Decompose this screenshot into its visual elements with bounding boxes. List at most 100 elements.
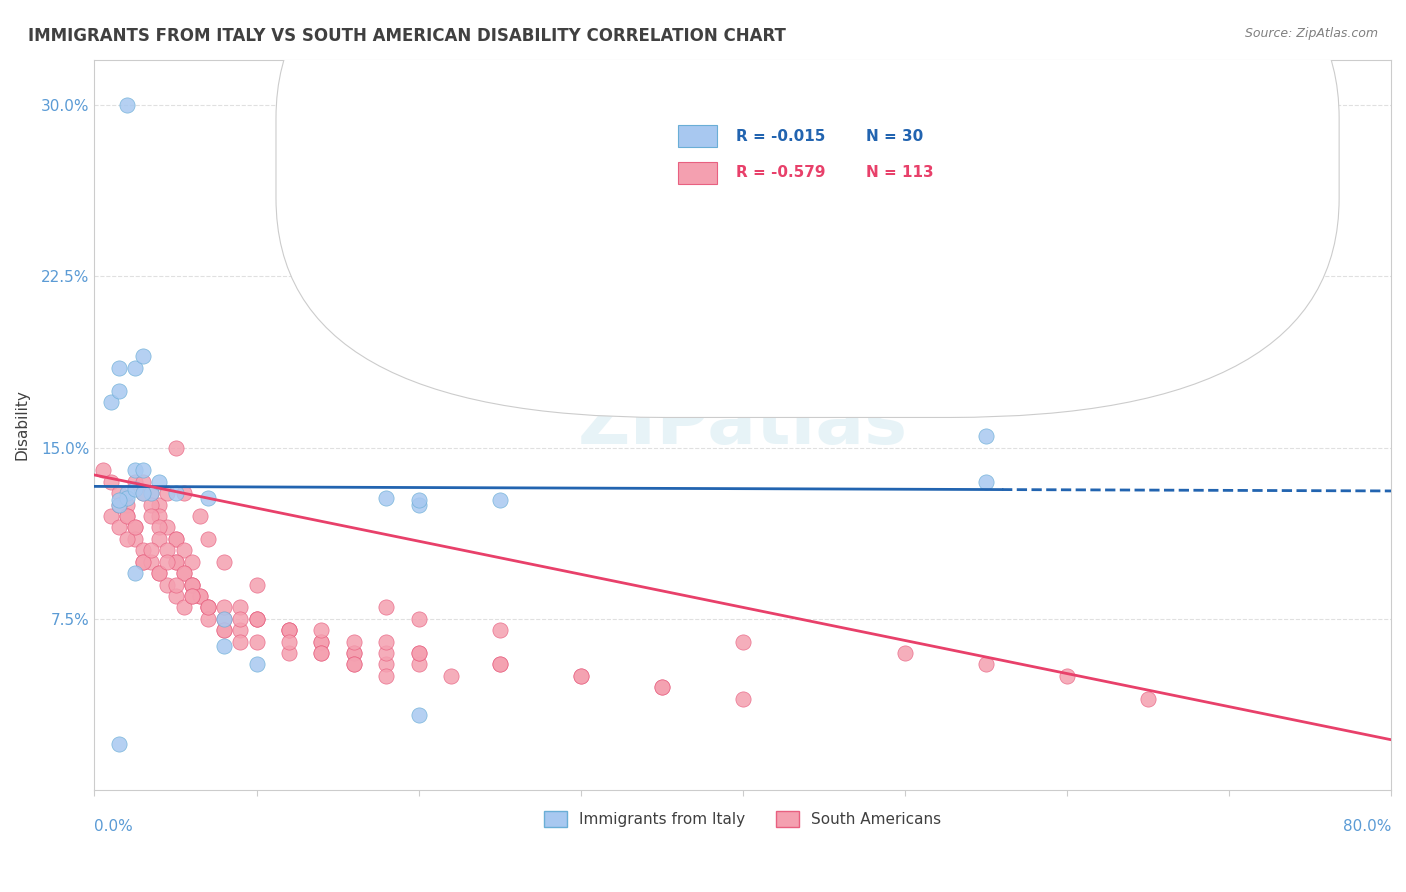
Point (124, 475, 146, 489)
Point (488, 493, 510, 508)
Point (408, 646, 430, 660)
Point (124, 532, 146, 546)
Point (974, 657, 997, 672)
Point (212, 555, 235, 569)
Point (488, 657, 510, 672)
Point (212, 600, 235, 615)
Point (245, 612, 267, 626)
Point (124, 360, 146, 375)
Point (124, 463, 146, 477)
Point (115, 498, 138, 512)
Point (488, 657, 510, 672)
Point (141, 555, 163, 569)
Point (212, 623, 235, 637)
Point (173, 543, 195, 558)
Point (343, 657, 366, 672)
Point (124, 566, 146, 581)
Point (408, 612, 430, 626)
Point (107, 384, 129, 398)
Point (343, 646, 366, 660)
Text: N = 113: N = 113 (866, 165, 934, 180)
Point (156, 543, 179, 558)
Point (148, 509, 170, 524)
Point (440, 669, 463, 683)
Point (107, 737, 129, 751)
Legend: Immigrants from Italy, South Americans: Immigrants from Italy, South Americans (538, 805, 948, 833)
Point (1136, 691, 1159, 706)
Text: 0.0%: 0.0% (94, 819, 134, 834)
Point (408, 493, 430, 508)
Point (188, 509, 211, 524)
Point (156, 577, 179, 591)
Point (141, 486, 163, 500)
Point (107, 520, 129, 534)
Point (245, 612, 267, 626)
Point (245, 577, 267, 591)
Point (165, 532, 187, 546)
Point (229, 600, 252, 615)
Point (311, 634, 333, 648)
Point (115, 509, 138, 524)
Point (173, 486, 195, 500)
Point (165, 589, 187, 603)
Point (1056, 669, 1078, 683)
Point (173, 600, 195, 615)
Point (107, 360, 129, 375)
Point (651, 680, 673, 694)
Point (278, 634, 301, 648)
Point (107, 493, 129, 508)
Point (148, 475, 170, 489)
Text: ZIPatlas: ZIPatlas (578, 391, 908, 459)
Point (180, 589, 202, 603)
Point (408, 707, 430, 722)
Point (148, 532, 170, 546)
Y-axis label: Disability: Disability (15, 389, 30, 460)
Point (375, 646, 398, 660)
Point (132, 555, 155, 569)
Point (311, 623, 333, 637)
Point (974, 475, 997, 489)
Text: R = -0.579: R = -0.579 (737, 165, 825, 180)
Point (311, 646, 333, 660)
Point (115, 509, 138, 524)
Point (343, 634, 366, 648)
Point (408, 657, 430, 672)
Point (197, 600, 219, 615)
Point (408, 498, 430, 512)
Text: 80.0%: 80.0% (1343, 819, 1391, 834)
Point (278, 623, 301, 637)
Point (148, 520, 170, 534)
Point (651, 680, 673, 694)
Point (165, 532, 187, 546)
Point (188, 589, 211, 603)
Point (107, 486, 129, 500)
Point (180, 589, 202, 603)
Point (165, 441, 187, 455)
Text: IMMIGRANTS FROM ITALY VS SOUTH AMERICAN DISABILITY CORRELATION CHART: IMMIGRANTS FROM ITALY VS SOUTH AMERICAN … (28, 27, 786, 45)
Point (173, 566, 195, 581)
Point (197, 612, 219, 626)
Point (132, 486, 155, 500)
Point (569, 669, 592, 683)
Point (731, 634, 754, 648)
Point (100, 509, 122, 524)
Point (132, 486, 155, 500)
Point (100, 395, 122, 409)
Point (148, 566, 170, 581)
Point (488, 623, 510, 637)
Text: R = -0.015: R = -0.015 (737, 128, 825, 144)
Point (188, 589, 211, 603)
Point (141, 498, 163, 512)
Point (229, 612, 252, 626)
Point (245, 634, 267, 648)
Text: Source: ZipAtlas.com: Source: ZipAtlas.com (1244, 27, 1378, 40)
Point (156, 486, 179, 500)
Point (311, 634, 333, 648)
FancyBboxPatch shape (276, 0, 1339, 417)
Point (115, 486, 138, 500)
Point (212, 612, 235, 626)
Point (197, 491, 219, 505)
Point (375, 491, 398, 505)
Point (165, 555, 187, 569)
Point (180, 577, 202, 591)
